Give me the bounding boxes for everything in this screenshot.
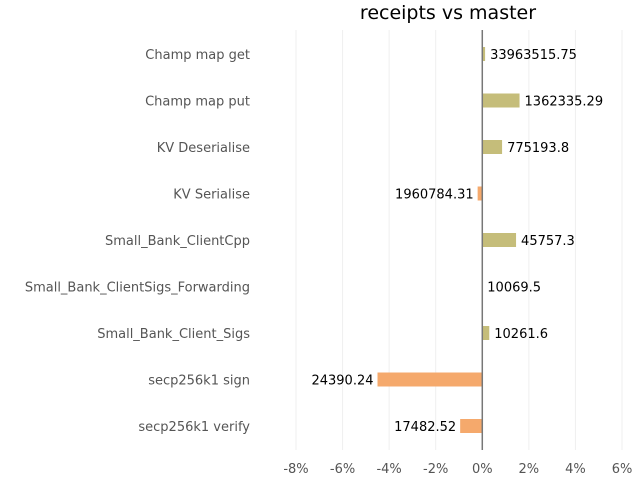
x-tick-label: 4% xyxy=(565,462,586,477)
bar xyxy=(477,186,483,201)
x-tick-label: 0% xyxy=(472,462,493,477)
bar xyxy=(482,93,520,108)
data-label: 10261.6 xyxy=(494,327,548,342)
category-label: Small_Bank_Client_Sigs xyxy=(97,327,250,342)
data-labels: 33963515.75 1362335.29 775193.8 1960784.31 4… xyxy=(311,48,603,435)
chart-title: receipts vs master xyxy=(360,2,536,24)
data-label: 45757.3 xyxy=(521,234,575,249)
x-tick-label: -8% xyxy=(283,462,308,477)
data-label: 1362335.29 xyxy=(525,95,604,110)
bar xyxy=(482,47,486,61)
bar xyxy=(482,326,490,340)
category-label: KV Serialise xyxy=(173,188,250,203)
x-tick-label: -6% xyxy=(330,462,355,477)
data-label: 33963515.75 xyxy=(490,48,577,63)
category-label: secp256k1 verify xyxy=(138,420,250,435)
bar xyxy=(482,140,503,154)
data-label: 775193.8 xyxy=(507,141,569,156)
data-label: 17482.52 xyxy=(394,420,456,435)
category-label: Small_Bank_ClientCpp xyxy=(105,234,250,249)
data-label: 10069.5 xyxy=(487,281,541,296)
category-label: secp256k1 sign xyxy=(148,374,250,389)
data-label: 24390.24 xyxy=(311,374,373,389)
category-label: Champ map get xyxy=(145,48,250,63)
x-tick-label: 6% xyxy=(612,462,633,477)
x-tick-label: 2% xyxy=(519,462,540,477)
category-label: Small_Bank_ClientSigs_Forwarding xyxy=(25,281,250,296)
data-label: 1960784.31 xyxy=(395,188,474,203)
bar xyxy=(482,233,517,247)
x-tick-label: -4% xyxy=(376,462,401,477)
category-label: Champ map put xyxy=(145,95,250,110)
bar xyxy=(377,372,483,387)
x-tick-labels: -8% -6% -4% -2% 0% 2% 4% 6% xyxy=(283,462,632,477)
bar xyxy=(460,419,483,433)
x-tick-label: -2% xyxy=(423,462,448,477)
category-label: KV Deserialise xyxy=(157,141,250,156)
bars xyxy=(377,47,520,433)
category-labels: Champ map get Champ map put KV Deserialise… xyxy=(25,48,250,435)
